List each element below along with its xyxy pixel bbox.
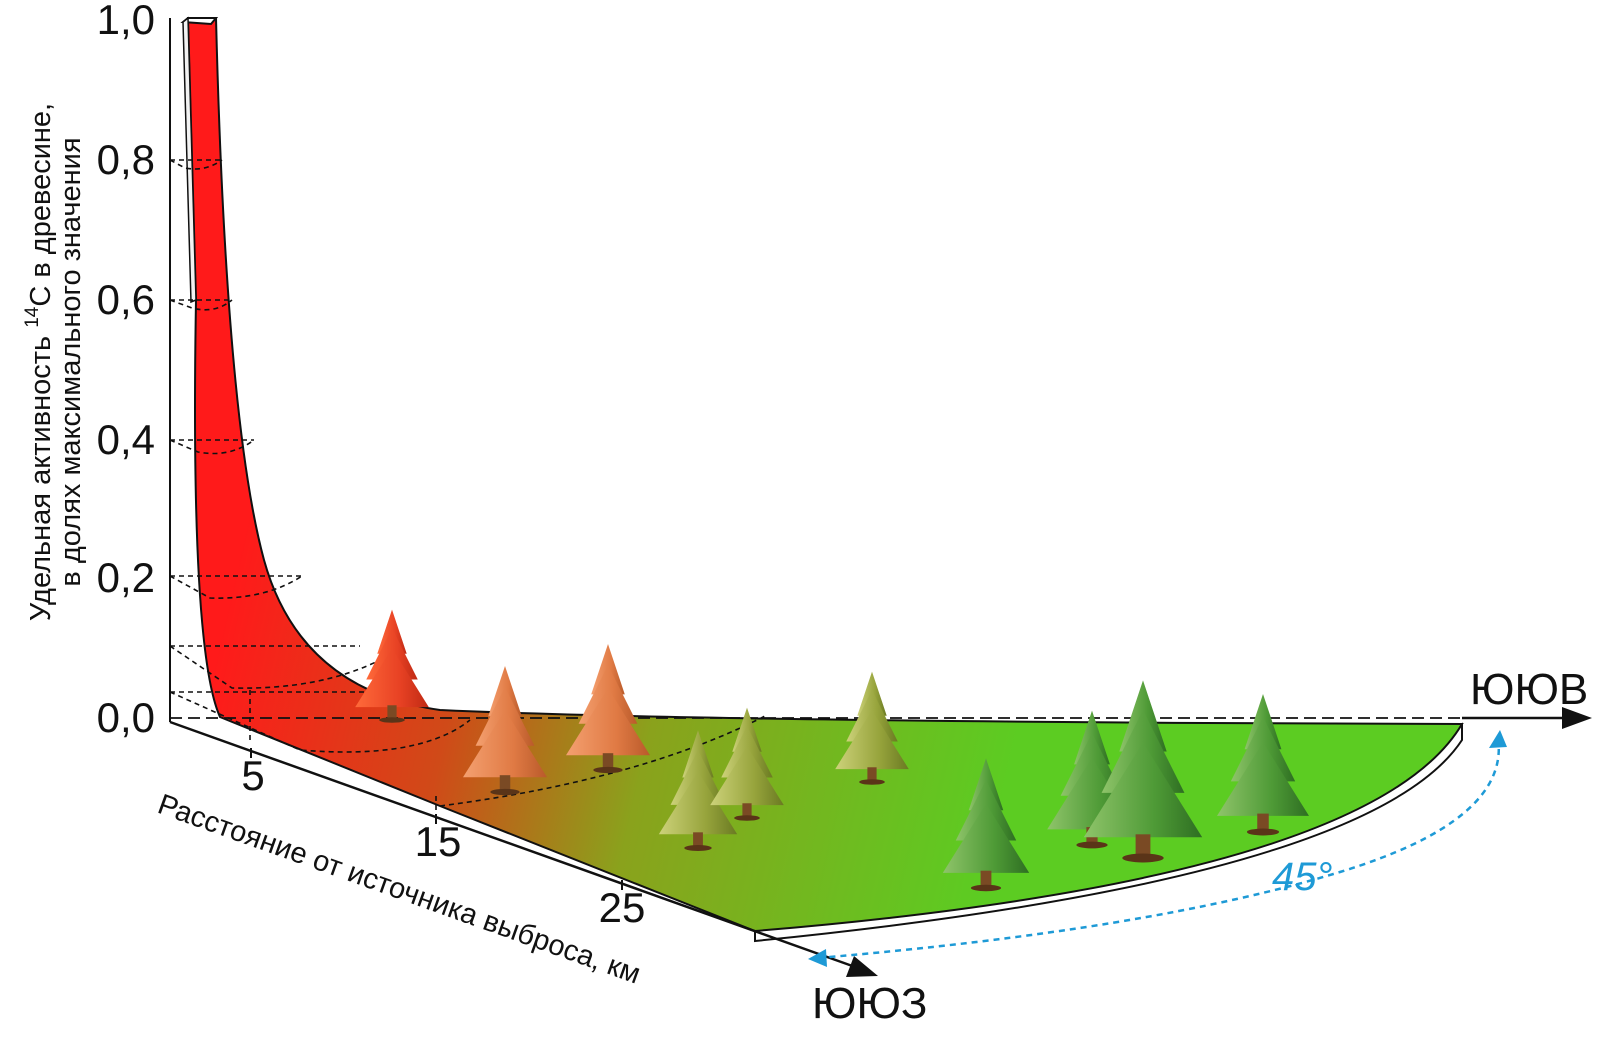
y-tick-label: 0,2 [97,554,155,601]
y-ticks: 1,0 0,8 0,6 0,4 0,2 0,0 [97,0,155,741]
tree-icon [566,644,650,774]
x-tick-label: 15 [415,818,462,865]
angle-arrow-left [808,949,827,967]
angle-arrow-right [1489,730,1507,748]
x-axis-line [169,720,859,970]
direction-label-ssw: ЮЮЗ [812,979,927,1028]
angle-arc [817,737,1501,960]
y-tick-label: 1,0 [97,0,155,43]
activity-surface [186,17,1464,933]
y-axis-title-line1: Удельная активность 14С в древесине, [22,103,57,621]
x-tick-label: 25 [599,884,646,931]
direction-label-sse: ЮЮВ [1470,665,1588,714]
x-ticks: 5 15 25 [241,752,645,931]
y-tick-label: 0,6 [97,276,155,323]
angle-label: 45° [1272,855,1333,899]
angle-annotation: 45° [808,730,1507,967]
x-tick-label: 5 [241,752,264,799]
y-axis-title-line2: в долях максимального значения [55,137,87,586]
y-tick-label: 0,0 [97,694,155,741]
y-tick-label: 0,8 [97,136,155,183]
sse-axis-arrowhead [1562,707,1592,729]
axes [169,18,1592,977]
x-axis-arrowhead [846,956,878,977]
y-tick-label: 0,4 [97,416,155,463]
